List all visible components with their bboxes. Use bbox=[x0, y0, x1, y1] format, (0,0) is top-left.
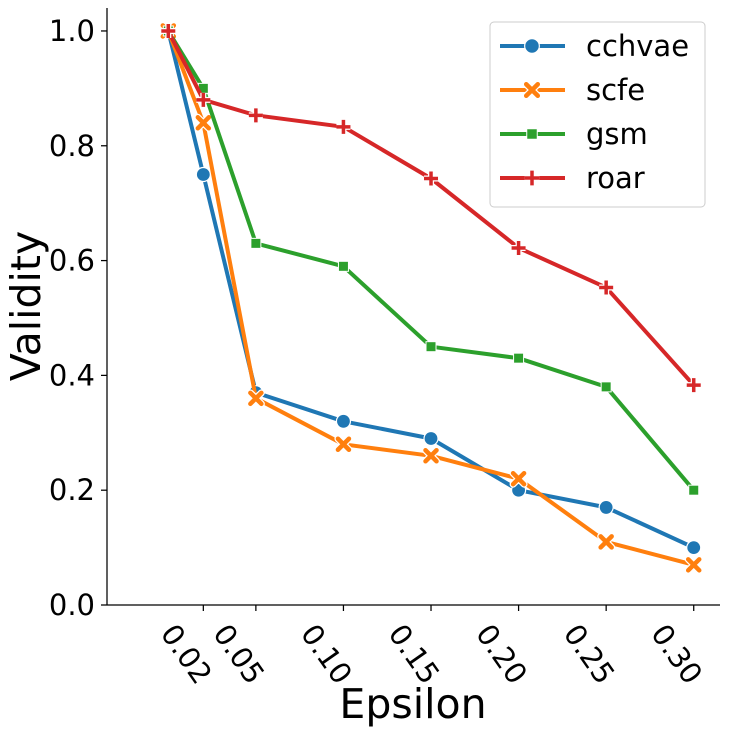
series-line-cchvae bbox=[166, 30, 695, 550]
data-point-roar bbox=[686, 378, 701, 393]
marker-stroke bbox=[248, 108, 263, 123]
data-point-cchvae bbox=[686, 539, 702, 556]
series-line-roar bbox=[166, 30, 696, 387]
data-point-roar bbox=[248, 108, 263, 123]
y-tick-label: 0.8 bbox=[49, 129, 95, 163]
data-point-scfe bbox=[509, 469, 528, 488]
data-point-gsm bbox=[337, 260, 349, 272]
x-tick-label: 0.02 bbox=[154, 618, 219, 690]
data-point-cchvae bbox=[195, 166, 211, 183]
data-point-cchvae bbox=[598, 499, 614, 516]
legend-marker-gsm bbox=[526, 128, 538, 140]
series-line-scfe bbox=[166, 30, 695, 567]
x-axis-label: Epsilon bbox=[339, 680, 486, 728]
data-point-scfe bbox=[334, 435, 353, 454]
y-tick-label: 0.0 bbox=[49, 588, 95, 622]
legend: cchvae scfe gsm roar bbox=[489, 21, 706, 208]
data-point-scfe bbox=[684, 555, 703, 574]
data-point-cchvae bbox=[423, 430, 439, 447]
data-point-gsm bbox=[425, 341, 437, 353]
x-tick-label: 0.25 bbox=[557, 618, 622, 690]
series-layer bbox=[159, 21, 703, 574]
y-tick-label: 1.0 bbox=[49, 14, 95, 48]
legend-label-scfe: scfe bbox=[586, 73, 645, 107]
data-point-roar bbox=[599, 280, 614, 295]
marker-stroke bbox=[195, 115, 212, 131]
data-point-gsm bbox=[600, 381, 612, 393]
data-point-gsm bbox=[250, 237, 262, 249]
marker-stroke bbox=[336, 119, 351, 134]
y-tick-label: 0.2 bbox=[49, 473, 95, 507]
x-tick-label: 0.05 bbox=[206, 618, 271, 690]
data-point-roar bbox=[336, 119, 351, 134]
marker-stroke bbox=[335, 436, 352, 453]
y-tick-label: 0.6 bbox=[49, 244, 95, 278]
marker-stroke bbox=[524, 170, 540, 186]
marker-stroke bbox=[510, 470, 527, 487]
y-tick-label: 0.4 bbox=[49, 358, 95, 392]
marker-stroke bbox=[161, 23, 176, 38]
data-point-gsm bbox=[513, 352, 525, 364]
marker-stroke bbox=[523, 81, 541, 99]
marker-stroke bbox=[598, 534, 614, 550]
legend-marker-cchvae bbox=[524, 38, 540, 54]
marker-stroke bbox=[599, 280, 614, 295]
series-line-gsm bbox=[166, 29, 696, 492]
x-tick-label: 0.30 bbox=[644, 618, 709, 690]
y-axis-label: Validity bbox=[2, 231, 50, 382]
marker-stroke bbox=[685, 557, 702, 573]
legend-label-gsm: gsm bbox=[586, 117, 648, 151]
marker-stroke bbox=[248, 390, 264, 407]
data-point-scfe bbox=[194, 113, 213, 132]
legend-label-cchvae: cchvae bbox=[586, 29, 689, 63]
marker-stroke bbox=[424, 171, 439, 186]
data-point-cchvae bbox=[335, 413, 352, 429]
legend-frame bbox=[489, 21, 706, 208]
data-point-roar bbox=[161, 23, 176, 38]
data-point-scfe bbox=[597, 532, 616, 551]
axes: 0.00.20.40.60.81.00.020.05 0.10 0.15 0.20 0.… bbox=[49, 8, 720, 690]
data-point-scfe bbox=[246, 389, 265, 408]
marker-stroke bbox=[686, 378, 701, 393]
marker-stroke bbox=[511, 240, 526, 255]
series-roar bbox=[161, 23, 701, 393]
legend-label-roar: roar bbox=[586, 161, 645, 195]
data-point-roar bbox=[196, 92, 211, 107]
legend-marker-scfe bbox=[522, 80, 542, 100]
marker-stroke bbox=[196, 92, 211, 107]
legend-marker-roar bbox=[524, 170, 540, 186]
data-point-roar bbox=[511, 240, 526, 255]
data-point-scfe bbox=[422, 446, 441, 465]
data-point-gsm bbox=[688, 484, 700, 496]
data-point-roar bbox=[424, 171, 439, 186]
marker-stroke bbox=[423, 448, 439, 464]
